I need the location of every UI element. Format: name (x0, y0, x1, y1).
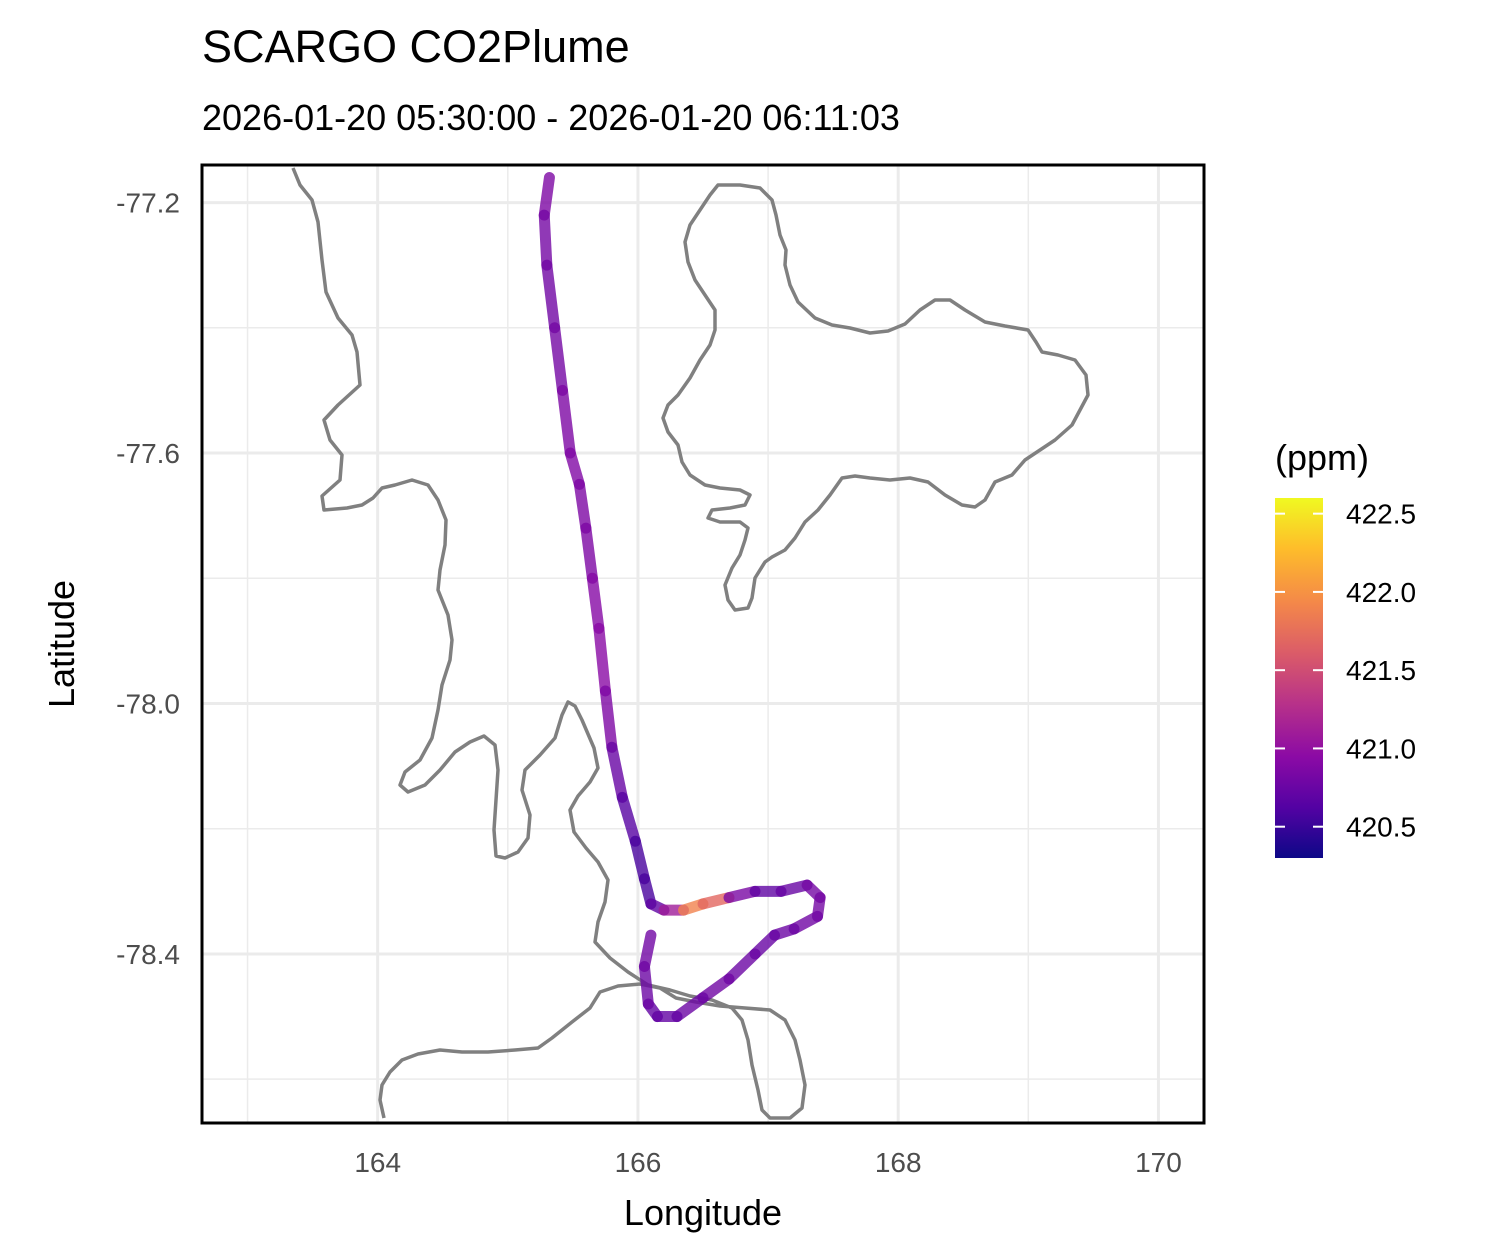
track-segment (599, 685, 618, 753)
track-segment (606, 741, 628, 803)
colorbar-ticks: 422.5 422.0 421.5 421.0 420.5 (1275, 499, 1416, 843)
y-tick-label: -77.6 (116, 438, 180, 469)
colorbar-tick-label: 422.0 (1346, 577, 1416, 608)
x-axis-title: Longitude (624, 1192, 782, 1233)
y-axis: -77.2 -77.6 -78.0 -78.4 (116, 188, 180, 970)
track-segment (549, 322, 568, 396)
colorbar (1275, 498, 1323, 858)
colorbar-tick-label: 422.5 (1346, 499, 1416, 530)
colorbar-tick-label: 421.0 (1346, 733, 1416, 764)
track-segment (586, 572, 605, 634)
x-tick-label: 164 (354, 1147, 401, 1178)
co2-flight-track (538, 172, 826, 1023)
colorbar-tick-label: 421.5 (1346, 655, 1416, 686)
x-tick-label: 166 (615, 1147, 662, 1178)
y-axis-title: Latitude (41, 580, 82, 708)
colorbar-tick-label: 420.5 (1346, 812, 1416, 843)
y-tick-label: -78.0 (116, 688, 180, 719)
legend-title: (ppm) (1275, 437, 1369, 478)
x-tick-label: 170 (1135, 1147, 1182, 1178)
y-tick-label: -78.4 (116, 939, 180, 970)
track-segment (538, 209, 553, 271)
y-tick-label: -77.2 (116, 188, 180, 219)
colorbar-legend: (ppm) 422.5 422.0 421.5 421.0 420.5 (1275, 437, 1416, 858)
track-segment (580, 522, 598, 584)
plot-panel (202, 165, 1204, 1123)
chart-subtitle: 2026-01-20 05:30:00 - 2026-01-20 06:11:0… (202, 97, 900, 138)
track-segment (616, 791, 641, 847)
track-segment (573, 478, 592, 534)
track-segment (541, 259, 561, 334)
chart-title: SCARGO CO2Plume (202, 21, 630, 72)
coastline-ross-island (661, 183, 1090, 612)
track-segment (638, 960, 654, 1010)
track-segment (638, 929, 657, 972)
track-segment (629, 835, 650, 885)
x-axis: 164 166 168 170 (354, 1147, 1181, 1178)
track-segment (538, 172, 555, 221)
track-segment (593, 622, 611, 697)
track-segment (723, 948, 761, 985)
panel-border (200, 163, 1206, 1125)
track-segment (556, 384, 576, 459)
x-tick-label: 168 (875, 1147, 922, 1178)
